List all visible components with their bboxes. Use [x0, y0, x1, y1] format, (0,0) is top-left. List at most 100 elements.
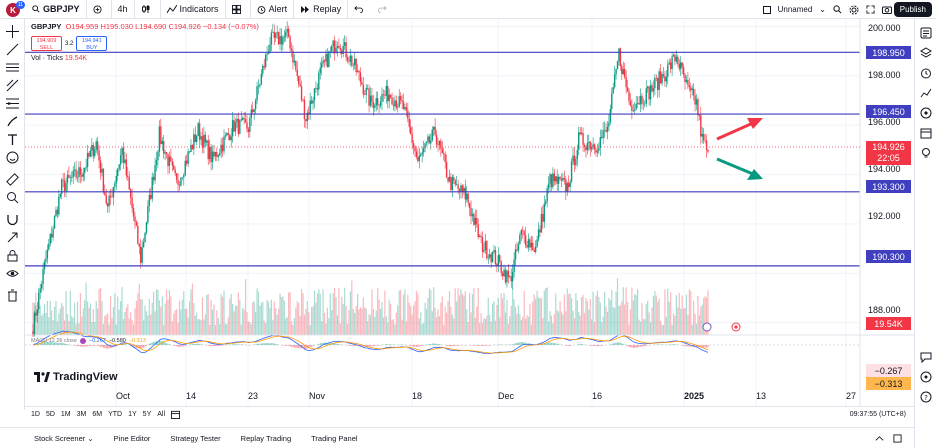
candle-body [411, 133, 413, 144]
fib-icon[interactable] [6, 97, 19, 110]
publish-button[interactable]: Publish [893, 2, 932, 17]
redo-button[interactable] [372, 0, 396, 19]
maximize-panel-icon[interactable] [893, 434, 902, 443]
candle-body [351, 55, 353, 66]
range-6m[interactable]: 6M [92, 411, 103, 418]
range-5y[interactable]: 5Y [142, 411, 152, 418]
trend-line-icon[interactable] [6, 43, 19, 56]
candle-body [280, 36, 283, 45]
crosshair-icon[interactable] [6, 25, 19, 38]
magnet-icon[interactable] [6, 213, 19, 226]
layout-name[interactable]: Unnamed [777, 5, 813, 14]
volume-bar [85, 282, 87, 335]
flash-marker-icon[interactable] [702, 322, 712, 332]
clock[interactable]: 09:37:55 (UTC+8) [849, 411, 906, 418]
volume-bar [223, 290, 225, 335]
eye-icon[interactable] [6, 267, 19, 280]
gear-icon[interactable] [849, 5, 859, 15]
hotlist-icon[interactable] [920, 107, 932, 119]
notifications-icon[interactable] [920, 371, 932, 383]
volume-bar [658, 298, 660, 335]
zoom-icon[interactable] [6, 191, 19, 204]
layers-icon[interactable] [920, 47, 932, 59]
volume-bar [496, 304, 498, 335]
horizontal-levels[interactable] [25, 51, 860, 267]
data-window-icon[interactable] [920, 87, 932, 99]
level-label-190300[interactable]: 190.300 [866, 250, 911, 263]
indicators-button[interactable]: Indicators [161, 0, 226, 19]
macd-histogram-bar [288, 345, 290, 346]
templates-button[interactable] [226, 0, 251, 19]
volume-bar [464, 291, 466, 335]
volume-bar [687, 315, 689, 335]
horizontal-lines-icon[interactable] [6, 61, 19, 74]
lock-icon[interactable] [6, 249, 19, 262]
tab-strategy-tester[interactable]: Strategy Tester [170, 433, 221, 443]
alarm-icon[interactable] [920, 67, 932, 79]
range-ytd[interactable]: YTD [108, 411, 123, 418]
ruler-icon[interactable] [6, 173, 19, 186]
sell-button[interactable]: 194.909 SELL [31, 36, 62, 51]
tab-trading-panel[interactable]: Trading Panel [311, 433, 358, 443]
arrow-down-annotation[interactable] [716, 157, 763, 180]
range-1m[interactable]: 1M [60, 411, 71, 418]
arrow-up-annotation[interactable] [716, 118, 763, 141]
range-1d[interactable]: 1D [31, 411, 40, 418]
chat-icon[interactable] [920, 351, 932, 363]
level-label-193300[interactable]: 193.300 [866, 180, 911, 193]
watchlist-icon[interactable] [920, 27, 932, 39]
trash-icon[interactable] [6, 289, 19, 302]
emoji-icon[interactable] [6, 151, 19, 164]
tab-stock-screener[interactable]: Stock Screener ⌄ [0, 434, 104, 443]
tab-pine-editor[interactable]: Pine Editor [113, 433, 151, 443]
fullscreen-icon[interactable] [866, 5, 875, 14]
volume-bar [477, 287, 479, 335]
volume-bar [183, 291, 185, 335]
range-1y[interactable]: 1Y [128, 411, 137, 418]
lock-drawings-icon[interactable] [6, 231, 19, 244]
volume-bar [257, 291, 260, 335]
level-label-196450[interactable]: 196.450 [866, 105, 911, 118]
replay-button[interactable]: Replay [294, 0, 349, 19]
layout-checkbox[interactable] [762, 5, 771, 14]
pitchfork-icon[interactable] [6, 79, 19, 92]
interval-button[interactable]: 4h [112, 0, 135, 19]
symbol-search[interactable]: GBPJPY [26, 0, 87, 19]
volume-bar [467, 322, 469, 335]
price-chart[interactable] [25, 19, 914, 406]
collapse-panel-icon[interactable] [875, 434, 884, 443]
range-all[interactable]: All [157, 411, 166, 418]
calendar-icon[interactable] [920, 127, 932, 139]
volume-bar [141, 299, 143, 335]
date-range-icon[interactable] [171, 410, 181, 419]
help-icon[interactable]: ? [920, 391, 932, 403]
tab-replay-trading[interactable]: Replay Trading [240, 433, 292, 443]
camera-icon[interactable] [882, 5, 892, 14]
alert-button[interactable]: Alert [251, 0, 295, 19]
ideas-icon[interactable] [920, 147, 932, 159]
range-3m[interactable]: 3M [76, 411, 87, 418]
volume-legend[interactable]: Vol · Ticks 19.54K [31, 55, 87, 62]
level-label-198950[interactable]: 198.950 [866, 46, 911, 59]
macd-histogram-bar [581, 343, 583, 345]
candle-body [170, 156, 172, 162]
macd-histogram-bar [89, 345, 91, 346]
brush-icon[interactable] [6, 115, 19, 128]
volume-bar [539, 298, 541, 335]
candle-body [586, 142, 589, 151]
volume-bar [603, 291, 606, 335]
macd-settings-icon[interactable] [79, 338, 86, 344]
chevron-down-icon[interactable]: ⌄ [819, 5, 826, 14]
search-icon[interactable] [833, 5, 842, 14]
macd-histogram-bar [321, 343, 323, 345]
buy-button[interactable]: 194.941 BUY [76, 36, 108, 51]
compare-button[interactable] [87, 0, 112, 19]
macd-legend[interactable]: MACD 12 26 close −0.267 −0.580 −0.313 [31, 338, 146, 344]
candle-body [221, 144, 224, 152]
text-icon[interactable] [6, 133, 19, 146]
range-5d[interactable]: 5D [45, 411, 55, 418]
volume-bar [622, 287, 624, 335]
undo-button[interactable] [348, 0, 372, 19]
chart-type-button[interactable] [135, 0, 161, 19]
macd-histogram-bar [122, 343, 124, 345]
